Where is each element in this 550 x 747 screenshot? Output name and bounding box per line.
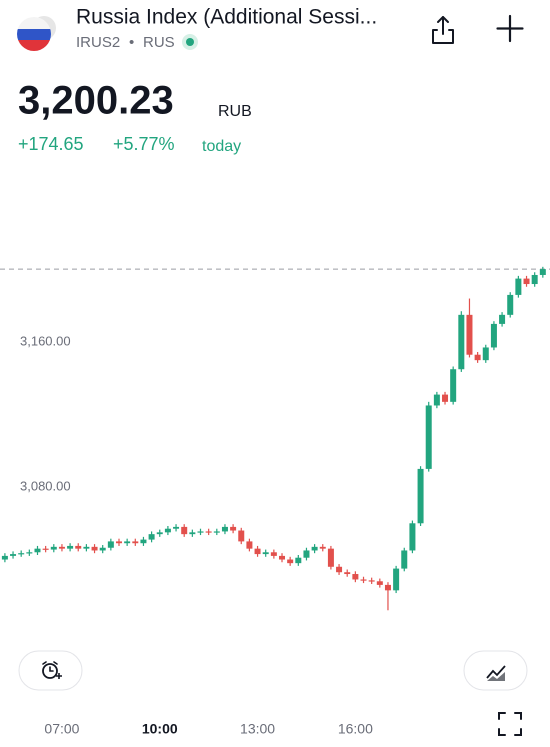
x-tick-label: 10:00	[142, 721, 178, 737]
candle-body	[507, 294, 514, 315]
candle-body	[26, 552, 33, 554]
candle-body	[450, 369, 457, 402]
candle-body	[499, 314, 506, 324]
candle-body	[523, 278, 530, 285]
y-tick-label: 3,080.00	[20, 478, 71, 493]
candle-body	[213, 531, 220, 533]
candle-body	[197, 531, 204, 533]
market-status-dot	[186, 38, 194, 46]
fullscreen-button[interactable]	[498, 712, 522, 736]
separator: •	[129, 34, 134, 51]
candle-body	[246, 541, 253, 549]
candle-body	[466, 314, 473, 355]
candle-body	[279, 555, 286, 560]
candle-body	[1, 555, 8, 560]
x-tick-label: 13:00	[240, 721, 275, 737]
candle-body	[401, 550, 408, 569]
candle-body	[376, 581, 383, 585]
candle-body	[368, 580, 375, 582]
candle-body	[189, 532, 196, 535]
add-button[interactable]	[496, 14, 524, 43]
last-price: 3,200.23	[18, 79, 174, 123]
y-tick-label: 3,160.00	[20, 333, 71, 348]
candle-body	[311, 546, 318, 551]
change-period: today	[202, 138, 241, 155]
candle-body	[417, 468, 424, 524]
candle-body	[295, 557, 302, 564]
candle-body	[384, 584, 391, 591]
candle-body	[458, 314, 465, 370]
candle-body	[99, 547, 106, 551]
candle-body	[490, 323, 497, 348]
exchange: RUS	[143, 34, 175, 51]
candle-body	[67, 545, 74, 549]
candle-body	[515, 278, 522, 295]
currency: RUB	[218, 103, 252, 120]
candle-body	[58, 546, 65, 549]
candle-body	[393, 568, 400, 591]
candle-body	[173, 526, 180, 529]
candle-body	[352, 574, 359, 580]
symbol-title: Russia Index (Additional Sessi...	[76, 6, 377, 29]
candle-body	[42, 548, 49, 550]
candle-body	[270, 552, 277, 556]
candle-body	[181, 526, 188, 535]
candle-body	[91, 546, 98, 551]
candle-body	[344, 572, 351, 575]
flag-icon	[17, 16, 56, 51]
candle-body	[238, 530, 245, 542]
x-tick-label: 16:00	[338, 721, 373, 737]
candle-body	[164, 528, 171, 533]
candle-body	[531, 274, 538, 285]
candle-body	[10, 554, 17, 556]
candle-body	[156, 532, 163, 535]
candle-body	[433, 394, 440, 406]
candle-body	[360, 579, 367, 581]
share-button[interactable]	[432, 16, 454, 44]
candle-body	[336, 566, 343, 573]
alert-button[interactable]	[18, 650, 83, 691]
candle-body	[425, 405, 432, 469]
candle-body	[140, 539, 147, 544]
candle-body	[474, 354, 481, 361]
candle-body	[124, 541, 131, 544]
candle-body	[303, 550, 310, 558]
candle-body	[18, 553, 25, 555]
symbol-code: IRUS2	[76, 34, 120, 51]
candle-body	[50, 546, 57, 550]
candle-body	[75, 545, 82, 549]
candle-body	[221, 526, 228, 532]
candlestick-chart: 3,160.00 3,080.00 07:00 10:00 13:00 16:00	[0, 266, 550, 737]
candle-body	[132, 541, 139, 544]
candle-body	[34, 548, 41, 553]
chart-type-button[interactable]	[463, 650, 528, 691]
candle-body	[319, 546, 326, 549]
candle-body	[539, 269, 546, 275]
candle-body	[230, 526, 237, 531]
change-percent: +5.77%	[113, 134, 175, 154]
candle-body	[287, 559, 294, 564]
change: +174.65	[18, 134, 84, 154]
candle-body	[115, 541, 122, 544]
candle-body	[107, 541, 114, 548]
candle-body	[148, 534, 155, 540]
x-tick-label: 07:00	[44, 721, 79, 737]
candle-body	[254, 548, 261, 555]
candle-body	[83, 546, 90, 549]
candle-body	[409, 523, 416, 551]
candle-body	[262, 552, 269, 555]
candle-body	[327, 548, 334, 567]
candle-body	[482, 347, 489, 361]
candle-body	[205, 531, 212, 533]
candle-body	[442, 394, 449, 402]
